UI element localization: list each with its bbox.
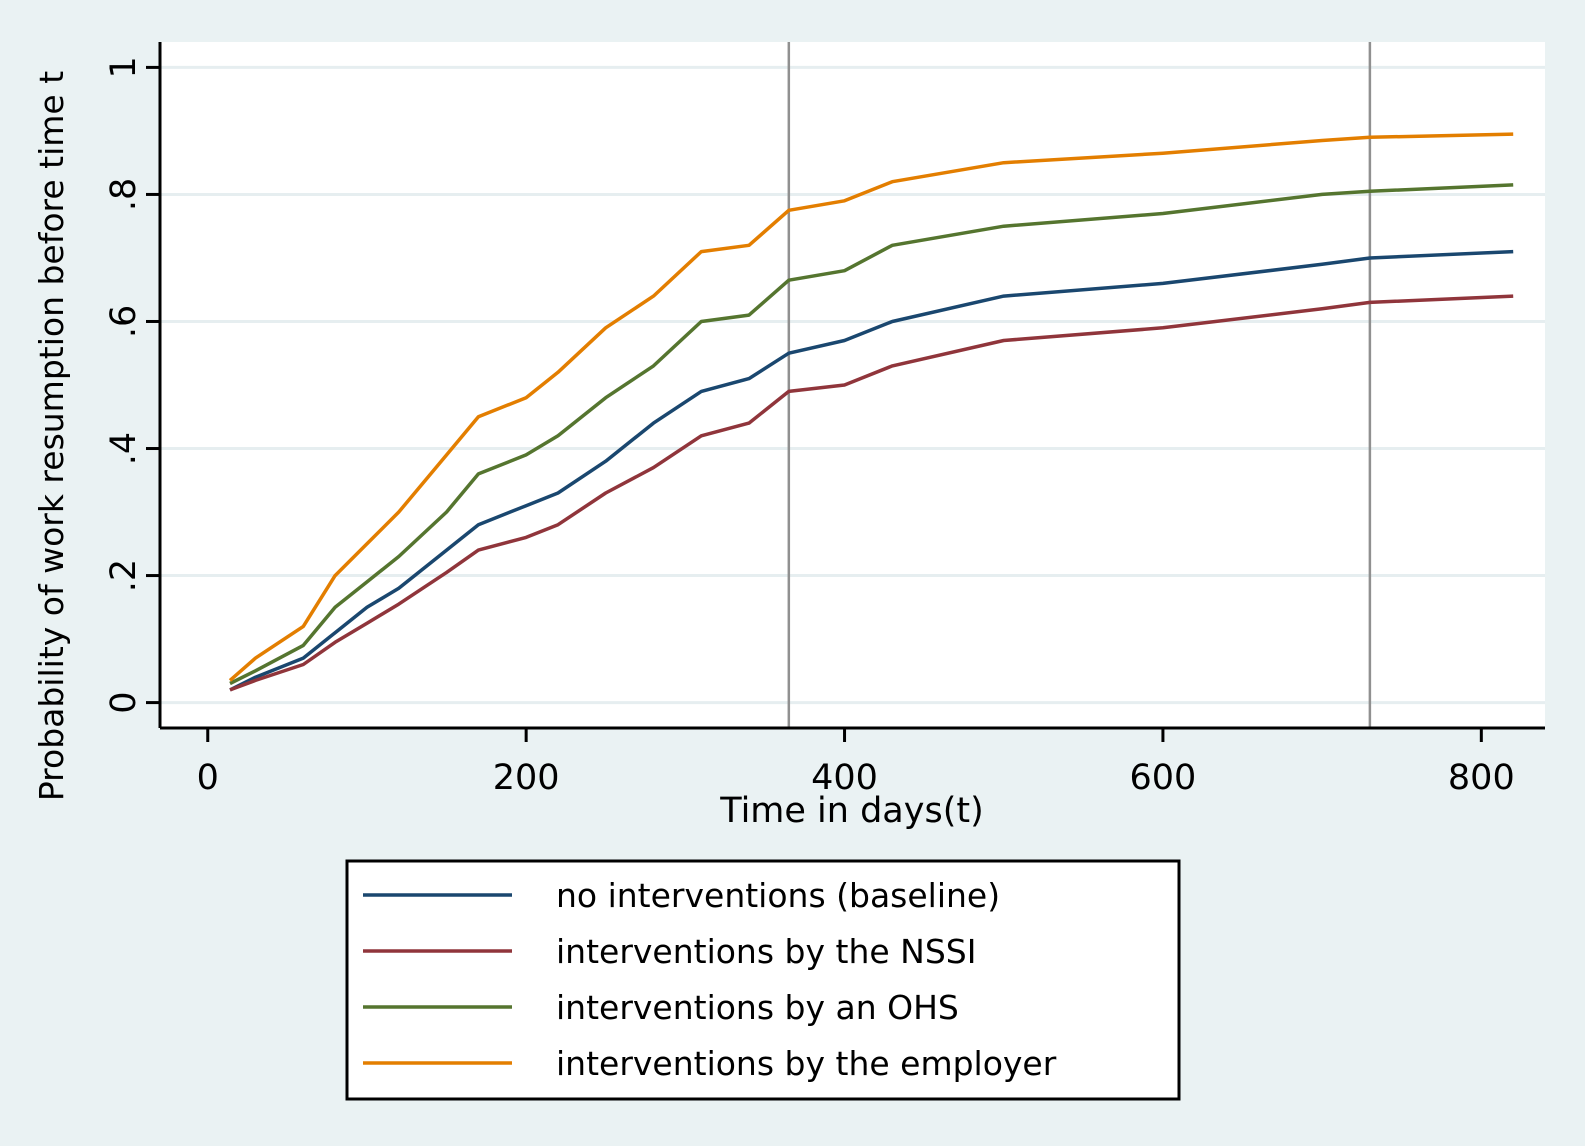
y-tick-label-0: 0 [104, 691, 144, 713]
y-tick-label-1: .2 [104, 559, 144, 592]
reference-lines [787, 42, 1372, 728]
series-line-2 [229, 183, 1514, 686]
x-tick-label-4: 800 [1448, 758, 1515, 798]
y-tick-label-5: 1 [104, 56, 144, 78]
y-axis-label: Probability of work resumption before ti… [32, 71, 71, 801]
y-tick-label-4: .8 [104, 178, 144, 211]
y-tick-label-2: .4 [104, 432, 144, 465]
series-lines [228, 132, 1514, 692]
series-line-0 [229, 249, 1514, 692]
grid-lines [160, 65, 1545, 705]
legend-label-0: no interventions (baseline) [556, 876, 1000, 915]
legend-box [345, 859, 1181, 1101]
y-tick-label-3: .6 [104, 305, 144, 338]
legend-label-2: interventions by an OHS [556, 988, 959, 1027]
series-line-1 [229, 294, 1514, 692]
x-tick-label-1: 200 [493, 758, 560, 798]
x-axis-label: Time in days(t) [719, 791, 983, 831]
legend-label-3: interventions by the employer [556, 1044, 1057, 1083]
legend: no interventions (baseline) interventions… [345, 859, 1181, 1101]
legend-label-1: interventions by the NSSI [556, 932, 976, 971]
x-tick-label-2: 400 [811, 758, 878, 798]
x-tick-label-3: 600 [1130, 758, 1197, 798]
series-line-3 [228, 132, 1514, 682]
plot-area [160, 42, 1545, 728]
axes: 0 .2 .4 .6 .8 1 0 200 400 600 800 [104, 42, 1545, 798]
x-tick-label-0: 0 [197, 758, 219, 798]
